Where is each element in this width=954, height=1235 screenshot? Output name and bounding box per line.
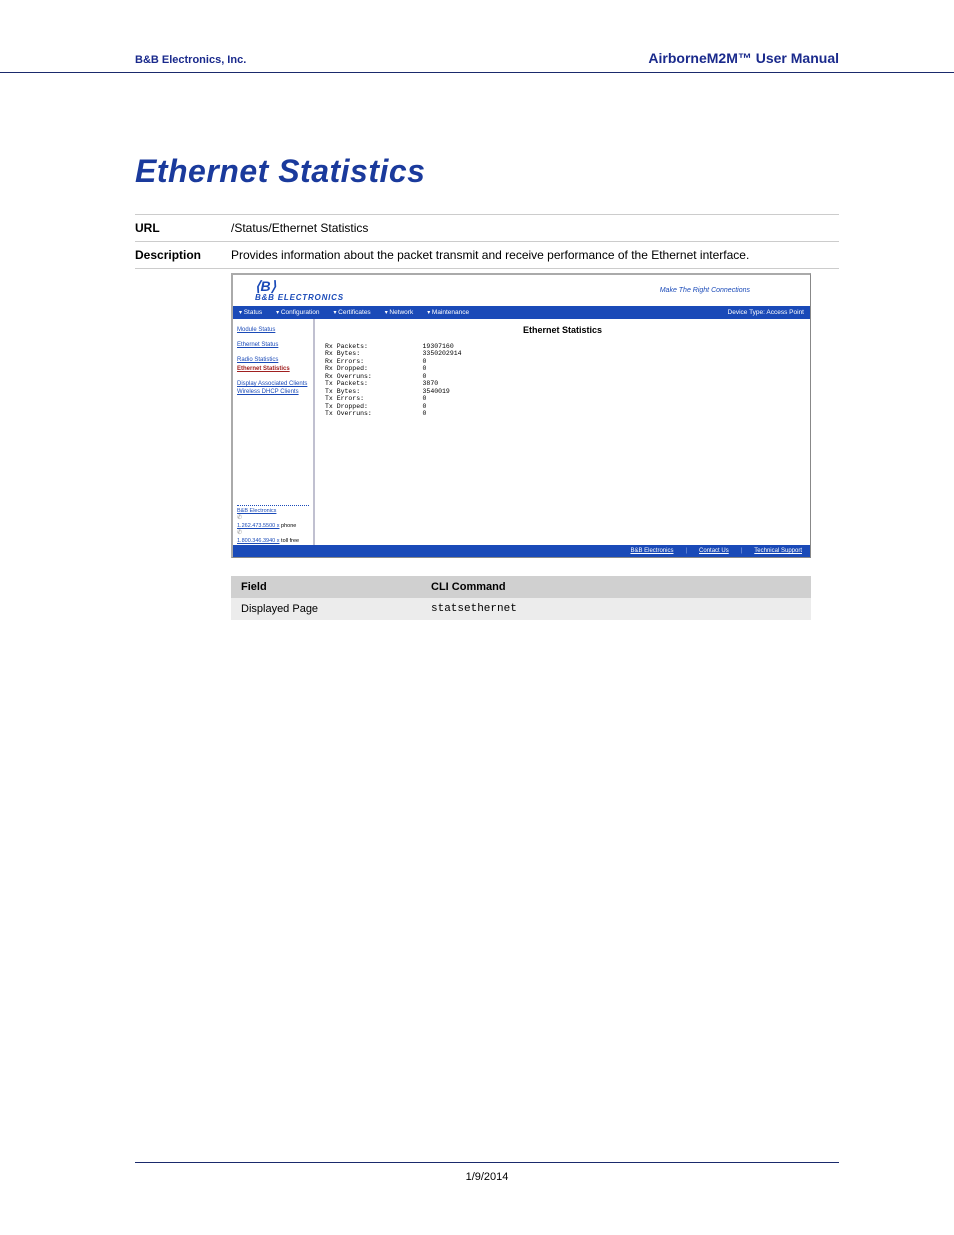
- sidebar-item-assoc-clients[interactable]: Display Associated Clients: [237, 381, 309, 388]
- sidebar-phone2[interactable]: 1.800.346.3940 x: [237, 538, 280, 544]
- screenshot-sidebar: Module Status Ethernet Status Radio Stat…: [233, 319, 315, 545]
- description-label: Description: [135, 248, 231, 262]
- sidebar-phone1-label: phone: [281, 523, 296, 529]
- cli-table: Field CLI Command Displayed Page statset…: [231, 576, 811, 620]
- stats-table: Rx Packets: 19307160 Rx Bytes: 335020291…: [325, 343, 800, 418]
- cli-table-row: Displayed Page statsethernet: [231, 598, 811, 620]
- sidebar-item-radio-statistics[interactable]: Radio Statistics: [237, 357, 309, 364]
- cli-field-value: Displayed Page: [231, 598, 421, 620]
- cli-header-field: Field: [231, 576, 421, 598]
- menu-configuration[interactable]: Configuration: [276, 309, 319, 316]
- screenshot-topbar: ⟨B⟩ B&B Electronics Make The Right Conne…: [233, 275, 810, 306]
- embedded-screenshot: ⟨B⟩ B&B Electronics Make The Right Conne…: [231, 273, 811, 558]
- sidebar-item-ethernet-statistics[interactable]: Ethernet Statistics: [237, 366, 309, 373]
- cli-command-value: statsethernet: [421, 598, 811, 620]
- page-content: Ethernet Statistics URL /Status/Ethernet…: [0, 153, 954, 620]
- cli-header-command: CLI Command: [421, 576, 811, 598]
- url-label: URL: [135, 221, 231, 235]
- content-title: Ethernet Statistics: [325, 325, 800, 335]
- url-row: URL /Status/Ethernet Statistics: [135, 214, 839, 241]
- screenshot-body: Module Status Ethernet Status Radio Stat…: [233, 319, 810, 545]
- footer-date: 1/9/2014: [466, 1171, 509, 1183]
- menu-items: Status Configuration Certificates Networ…: [239, 309, 469, 316]
- menu-certificates[interactable]: Certificates: [333, 309, 370, 316]
- footer-link-bb[interactable]: B&B Electronics: [630, 548, 673, 554]
- url-value: /Status/Ethernet Statistics: [231, 221, 368, 235]
- tagline: Make The Right Connections: [660, 287, 800, 302]
- menu-status[interactable]: Status: [239, 309, 262, 316]
- menu-maintenance[interactable]: Maintenance: [427, 309, 469, 316]
- logo-icon: ⟨B⟩: [255, 279, 276, 293]
- cli-table-header: Field CLI Command: [231, 576, 811, 598]
- logo: ⟨B⟩ B&B Electronics: [255, 279, 344, 302]
- header-company: B&B Electronics, Inc.: [135, 54, 246, 66]
- phone-icon: ✆: [237, 530, 242, 536]
- sidebar-contact-company[interactable]: B&B Electronics: [237, 508, 276, 514]
- sidebar-contact: B&B Electronics ✆ 1.262.473.5500 x phone…: [237, 503, 309, 545]
- description-value: Provides information about the packet tr…: [231, 248, 749, 262]
- device-type-label: Device Type: Access Point: [728, 309, 804, 316]
- sidebar-item-dhcp-clients[interactable]: Wireless DHCP Clients: [237, 389, 309, 396]
- sidebar-phone2-label: toll free: [281, 538, 299, 544]
- page-footer: 1/9/2014: [135, 1162, 839, 1183]
- sidebar-item-ethernet-status[interactable]: Ethernet Status: [237, 342, 309, 349]
- menu-network[interactable]: Network: [385, 309, 414, 316]
- logo-text: B&B Electronics: [255, 293, 344, 302]
- page-header: B&B Electronics, Inc. AirborneM2M™ User …: [0, 0, 954, 73]
- separator-icon: |: [685, 548, 687, 554]
- screenshot-main: Ethernet Statistics Rx Packets: 19307160…: [315, 319, 810, 545]
- footer-link-support[interactable]: Technical Support: [754, 548, 802, 554]
- separator-icon: |: [741, 548, 743, 554]
- header-doc-title: AirborneM2M™ User Manual: [648, 50, 839, 66]
- sidebar-phone1[interactable]: 1.262.473.5500 x: [237, 523, 280, 529]
- footer-link-contact[interactable]: Contact Us: [699, 548, 729, 554]
- screenshot-footer: B&B Electronics | Contact Us | Technical…: [233, 545, 810, 557]
- description-row: Description Provides information about t…: [135, 241, 839, 269]
- sidebar-item-module-status[interactable]: Module Status: [237, 327, 309, 334]
- page-title: Ethernet Statistics: [135, 153, 839, 190]
- phone-icon: ✆: [237, 515, 242, 521]
- screenshot-menubar: Status Configuration Certificates Networ…: [233, 306, 810, 319]
